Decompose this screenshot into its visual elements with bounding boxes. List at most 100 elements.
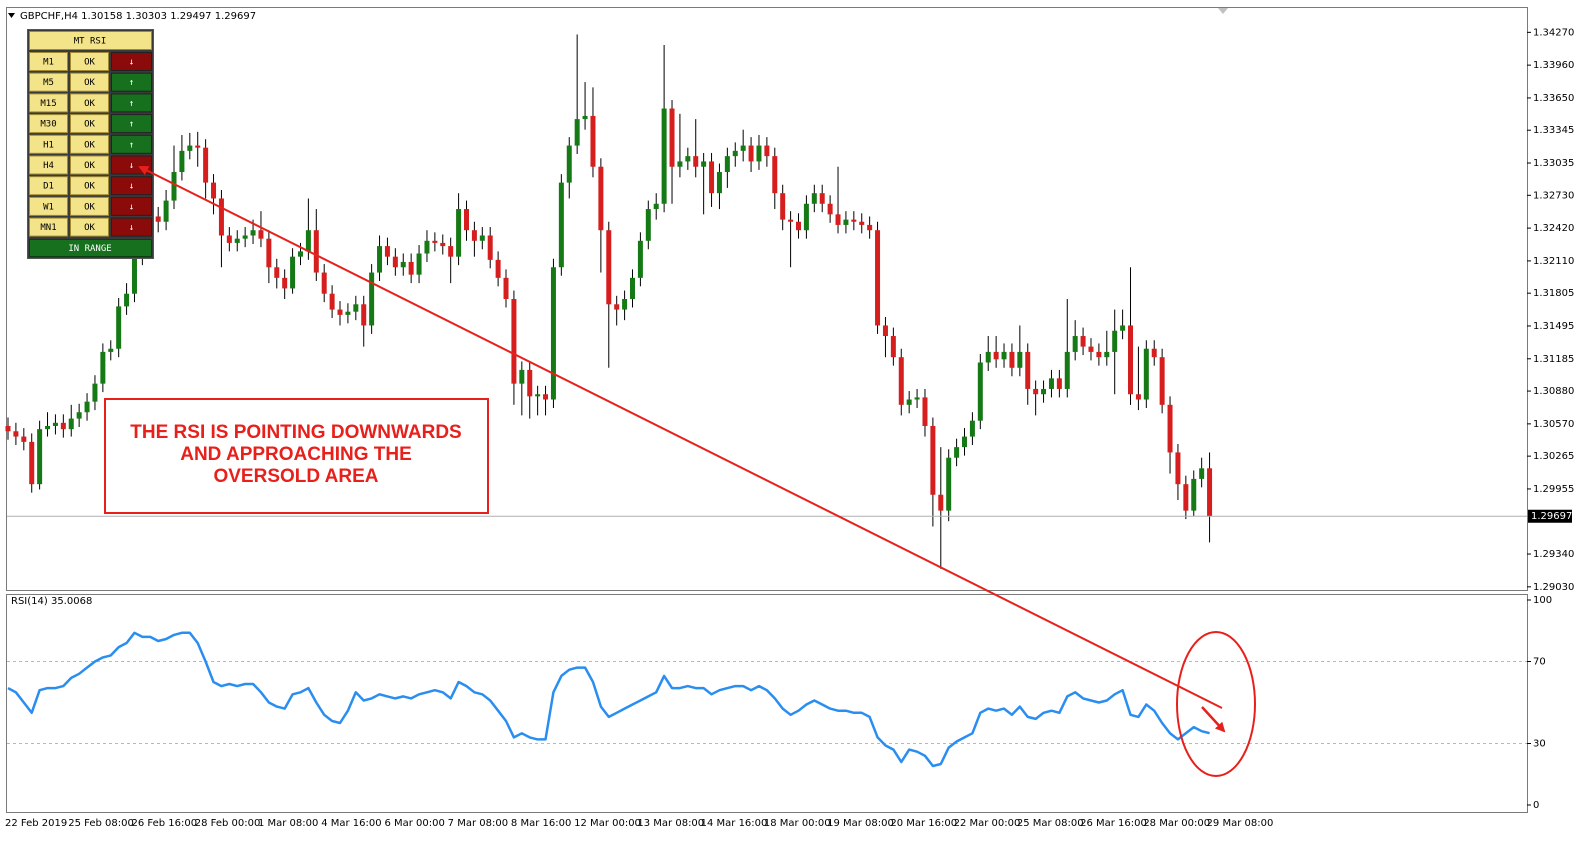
candle-body bbox=[448, 246, 454, 257]
arrow-label: ↓ bbox=[129, 202, 134, 212]
rsi-line bbox=[7, 631, 1210, 768]
tf-cell bbox=[29, 114, 68, 134]
candle-body bbox=[29, 441, 35, 485]
candle-body bbox=[45, 425, 51, 430]
candle-body bbox=[495, 259, 501, 278]
candle-body bbox=[337, 309, 343, 315]
price-frame bbox=[6, 7, 1528, 591]
candle-body bbox=[938, 494, 944, 511]
candle-body bbox=[1096, 351, 1102, 358]
long-arrow bbox=[138, 166, 1223, 709]
candle-body bbox=[598, 166, 604, 231]
candle-body bbox=[566, 145, 572, 183]
x-tick-label: 14 Mar 16:00 bbox=[701, 818, 768, 829]
candle-body bbox=[527, 369, 533, 397]
status-cell bbox=[70, 155, 109, 175]
candle-body bbox=[116, 306, 122, 349]
candle-body bbox=[400, 261, 406, 268]
tf-label: H4 bbox=[43, 161, 54, 171]
candle-body bbox=[392, 256, 398, 268]
tf-cell bbox=[29, 72, 68, 92]
candle-body bbox=[1207, 468, 1213, 517]
candle-body bbox=[250, 230, 256, 236]
x-tick-label: 1 Mar 08:00 bbox=[258, 818, 318, 829]
shift-marker bbox=[1218, 8, 1228, 14]
candle-body bbox=[211, 182, 217, 199]
tf-cell bbox=[29, 176, 68, 196]
candle-body bbox=[1009, 351, 1015, 368]
candle-body bbox=[1080, 336, 1086, 347]
candle-body bbox=[890, 336, 896, 358]
candle-body bbox=[788, 219, 794, 222]
candle-body bbox=[875, 230, 881, 326]
candle-body bbox=[1056, 378, 1062, 389]
candle-body bbox=[511, 299, 517, 384]
candle-body bbox=[1088, 346, 1094, 352]
y-tick-label: 1.31805 bbox=[1533, 288, 1574, 299]
tf-label: H1 bbox=[43, 140, 54, 150]
candle-body bbox=[614, 304, 620, 310]
candle-body bbox=[329, 293, 335, 310]
x-tick-label: 26 Mar 16:00 bbox=[1080, 818, 1147, 829]
candle-body bbox=[993, 351, 999, 360]
panel-footer: IN RANGE bbox=[68, 244, 111, 254]
candle-body bbox=[922, 397, 928, 426]
y-tick-label: 1.32730 bbox=[1533, 190, 1574, 201]
candle-body bbox=[811, 193, 817, 204]
candle-body bbox=[353, 304, 359, 312]
candle-body bbox=[701, 161, 707, 167]
x-tick-label: 18 Mar 00:00 bbox=[764, 818, 831, 829]
tf-label: M1 bbox=[43, 58, 54, 68]
tf-cell bbox=[29, 52, 68, 71]
candle-body bbox=[748, 145, 754, 162]
candle-body bbox=[709, 161, 715, 194]
candle-body bbox=[977, 362, 983, 421]
y-tick-label: 30 bbox=[1533, 739, 1546, 750]
x-tick-label: 25 Mar 08:00 bbox=[1017, 818, 1084, 829]
arrow-label: ↓ bbox=[129, 161, 134, 171]
arrow-cell bbox=[111, 134, 152, 154]
menu-triangle[interactable] bbox=[8, 13, 15, 18]
candle-body bbox=[218, 198, 224, 236]
candle-body bbox=[21, 436, 27, 442]
y-tick-label: 70 bbox=[1533, 657, 1546, 668]
candle-body bbox=[424, 240, 430, 254]
candle-body bbox=[76, 412, 82, 419]
candle-body bbox=[1025, 351, 1031, 389]
candle-body bbox=[13, 431, 19, 437]
candle-body bbox=[898, 357, 904, 405]
arrow-cell bbox=[111, 217, 152, 237]
x-tick-label: 22 Feb 2019 bbox=[5, 818, 67, 829]
candle-body bbox=[835, 214, 841, 225]
short-arrow bbox=[1201, 706, 1226, 733]
candle-body bbox=[108, 348, 114, 352]
candle-body bbox=[930, 425, 936, 495]
candle-body bbox=[764, 145, 770, 157]
candle-body bbox=[677, 161, 683, 167]
arrow-cell bbox=[111, 52, 152, 71]
candle-body bbox=[867, 224, 873, 231]
note-box bbox=[104, 398, 489, 514]
candle-body bbox=[131, 256, 137, 294]
candle-body bbox=[1143, 348, 1149, 400]
candle-body bbox=[1159, 357, 1165, 405]
x-tick-label: 26 Feb 16:00 bbox=[131, 818, 197, 829]
candle-body bbox=[179, 150, 185, 173]
candle-body bbox=[100, 351, 106, 384]
candle-body bbox=[827, 203, 833, 215]
status-cell bbox=[70, 72, 109, 92]
x-tick-label: 8 Mar 16:00 bbox=[511, 818, 571, 829]
candle-body bbox=[906, 399, 912, 405]
candle-body bbox=[84, 401, 90, 413]
x-tick-label: 13 Mar 08:00 bbox=[637, 818, 704, 829]
arrow-cell bbox=[111, 196, 152, 216]
candle-body bbox=[1199, 468, 1205, 479]
x-tick-label: 20 Mar 16:00 bbox=[890, 818, 957, 829]
arrow-label: ↓ bbox=[129, 182, 134, 192]
candle-body bbox=[716, 172, 722, 194]
candle-body bbox=[1112, 330, 1118, 352]
y-tick-label: 1.34270 bbox=[1533, 27, 1574, 38]
candle-body bbox=[772, 156, 778, 194]
candle-body bbox=[92, 383, 98, 402]
candle-body bbox=[203, 147, 209, 183]
